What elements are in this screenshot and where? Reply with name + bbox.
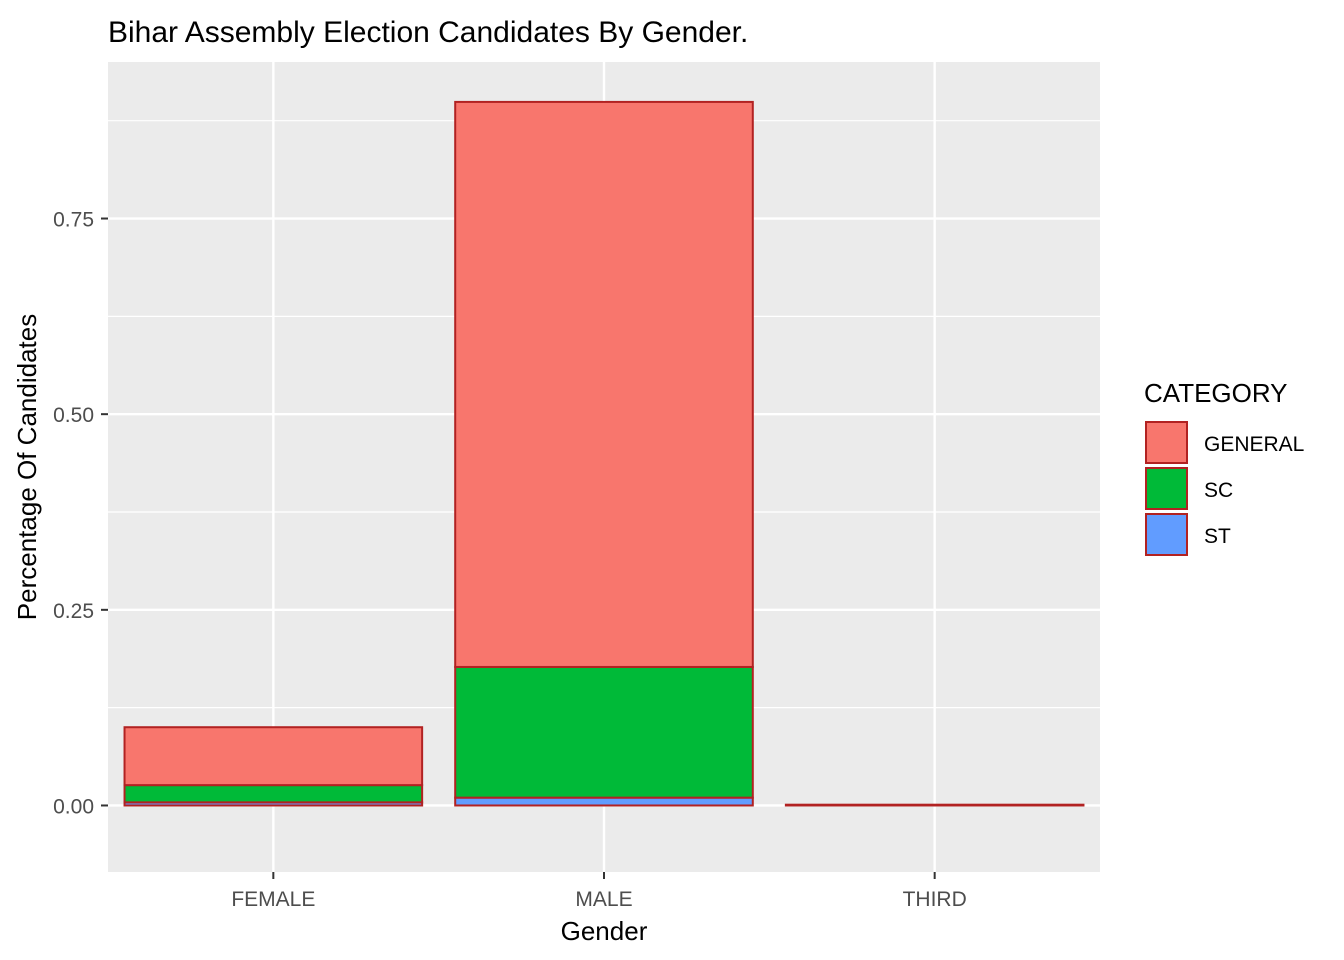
bar-general-third bbox=[786, 805, 1084, 806]
legend-title: CATEGORY bbox=[1144, 378, 1288, 408]
legend-swatch-st bbox=[1146, 514, 1187, 555]
y-tick-label: 0.50 bbox=[53, 404, 94, 427]
bar-sc-male bbox=[455, 667, 753, 798]
legend: CATEGORY GENERAL SC ST bbox=[1144, 378, 1304, 556]
legend-label-sc: SC bbox=[1204, 479, 1233, 502]
legend-items: GENERAL SC ST bbox=[1145, 421, 1304, 556]
bar-sc-female bbox=[125, 785, 423, 802]
x-axis: FEMALE MALE THIRD bbox=[231, 872, 966, 911]
legend-label-st: ST bbox=[1204, 525, 1231, 548]
chart-title: Bihar Assembly Election Candidates By Ge… bbox=[108, 16, 748, 49]
legend-swatch-sc bbox=[1146, 468, 1187, 509]
x-tick-label: FEMALE bbox=[231, 888, 315, 911]
legend-label-general: GENERAL bbox=[1204, 433, 1304, 456]
y-tick-label: 0.75 bbox=[53, 209, 94, 232]
y-tick-label: 0.25 bbox=[53, 600, 94, 623]
x-axis-title: Gender bbox=[561, 916, 648, 946]
x-tick-label: THIRD bbox=[903, 888, 967, 911]
y-tick-label: 0.00 bbox=[53, 795, 94, 818]
y-axis-title: Percentage Of Candidates bbox=[12, 314, 42, 620]
bar-general-female bbox=[125, 727, 423, 785]
x-tick-label: MALE bbox=[575, 888, 632, 911]
bar-st-male bbox=[455, 798, 753, 806]
bar-general-male bbox=[455, 102, 753, 667]
legend-swatch-general bbox=[1146, 422, 1187, 463]
y-axis: 0.00 0.25 0.50 0.75 bbox=[53, 209, 108, 819]
